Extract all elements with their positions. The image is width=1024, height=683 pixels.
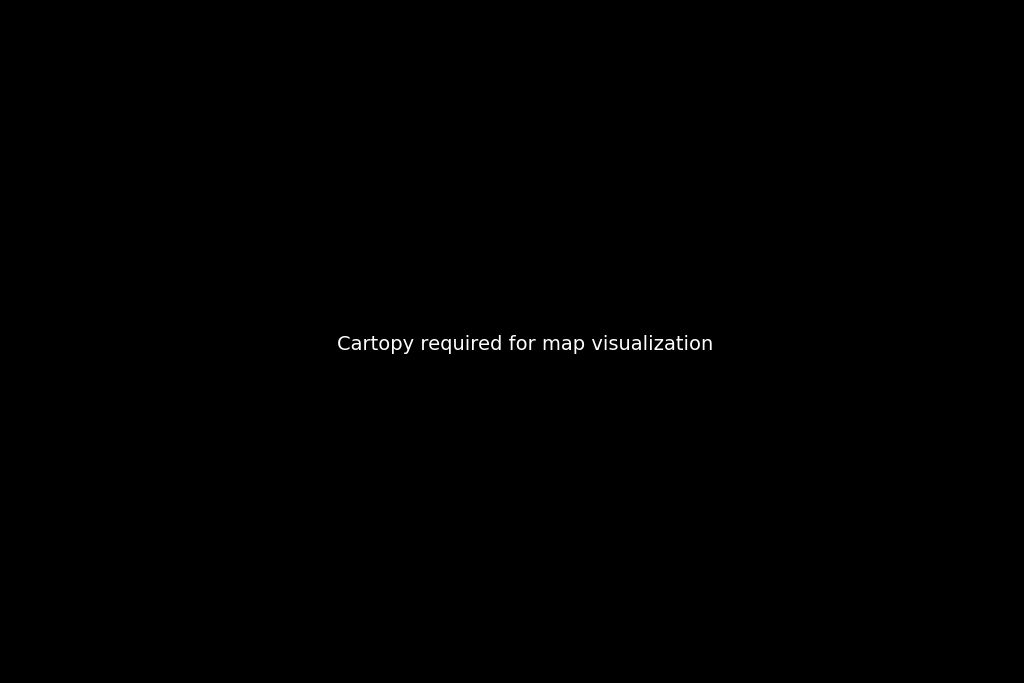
Text: Cartopy required for map visualization: Cartopy required for map visualization	[337, 335, 713, 354]
